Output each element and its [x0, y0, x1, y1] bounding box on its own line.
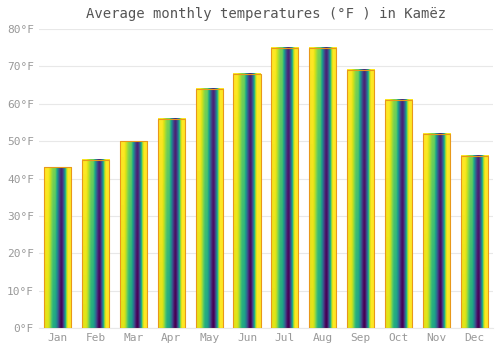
Bar — [196, 89, 223, 328]
Bar — [44, 167, 72, 328]
Bar — [158, 119, 185, 328]
Bar — [460, 156, 488, 328]
Bar — [44, 167, 72, 328]
Bar — [234, 74, 260, 328]
Bar — [120, 141, 147, 328]
Bar — [385, 100, 412, 328]
Bar — [347, 70, 374, 328]
Bar — [196, 89, 223, 328]
Bar — [234, 74, 260, 328]
Bar — [309, 48, 336, 328]
Bar — [309, 48, 336, 328]
Bar — [120, 141, 147, 328]
Bar — [158, 119, 185, 328]
Bar — [82, 160, 109, 328]
Bar — [271, 48, 298, 328]
Bar — [271, 48, 298, 328]
Bar — [82, 160, 109, 328]
Bar — [422, 134, 450, 328]
Title: Average monthly temperatures (°F ) in Kamëz: Average monthly temperatures (°F ) in Ka… — [86, 7, 446, 21]
Bar — [422, 134, 450, 328]
Bar — [347, 70, 374, 328]
Bar — [460, 156, 488, 328]
Bar — [385, 100, 412, 328]
